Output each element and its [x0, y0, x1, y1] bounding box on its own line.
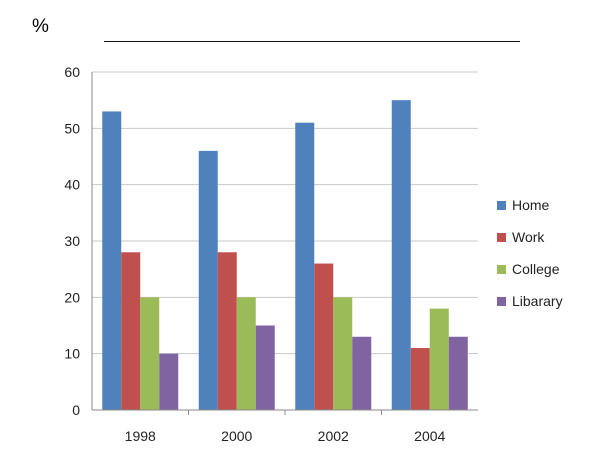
y-tick-label: 30: [64, 233, 80, 249]
bar-work-2004: [410, 348, 430, 410]
x-tick-label: 2000: [221, 428, 252, 444]
bar-college-2002: [333, 297, 353, 410]
y-tick-label: 40: [64, 177, 80, 193]
bar-home-2000: [198, 150, 218, 410]
bars: [102, 100, 468, 411]
bar-college-2000: [236, 297, 256, 410]
bar-work-2000: [217, 252, 237, 410]
legend-swatch-work: [497, 233, 506, 242]
legend-label-college: College: [512, 261, 560, 277]
bar-libarary-2002: [352, 336, 372, 410]
bar-home-2002: [295, 122, 315, 410]
bar-work-1998: [121, 252, 141, 410]
bar-work-2002: [314, 263, 334, 410]
y-tick-label: 60: [64, 64, 80, 80]
y-tick-label: 50: [64, 120, 80, 136]
bar-college-2004: [429, 308, 449, 410]
y-unit-label: %: [32, 16, 49, 37]
x-tick-label: 1998: [125, 428, 156, 444]
bar-home-1998: [102, 111, 122, 410]
bar-libarary-1998: [159, 353, 179, 410]
legend-label-libarary: Libarary: [512, 293, 563, 309]
bar-libarary-2004: [448, 336, 468, 410]
y-tick-label: 0: [72, 402, 80, 418]
bar-home-2004: [391, 100, 411, 411]
title-rule: [104, 41, 520, 42]
axes: 0 10 20 30 40 50 60 1998 2000 2002 2004: [64, 64, 478, 444]
x-tick-label: 2004: [414, 428, 445, 444]
legend-label-home: Home: [512, 197, 550, 213]
y-tick-label: 10: [64, 346, 80, 362]
legend-swatch-home: [497, 201, 506, 210]
bar-libarary-2000: [255, 325, 275, 410]
legend: Home Work College Libarary: [497, 197, 563, 309]
bar-college-1998: [140, 297, 160, 410]
x-tick-label: 2002: [318, 428, 349, 444]
legend-swatch-libarary: [497, 297, 506, 306]
y-tick-label: 20: [64, 289, 80, 305]
legend-label-work: Work: [512, 229, 545, 245]
legend-swatch-college: [497, 265, 506, 274]
